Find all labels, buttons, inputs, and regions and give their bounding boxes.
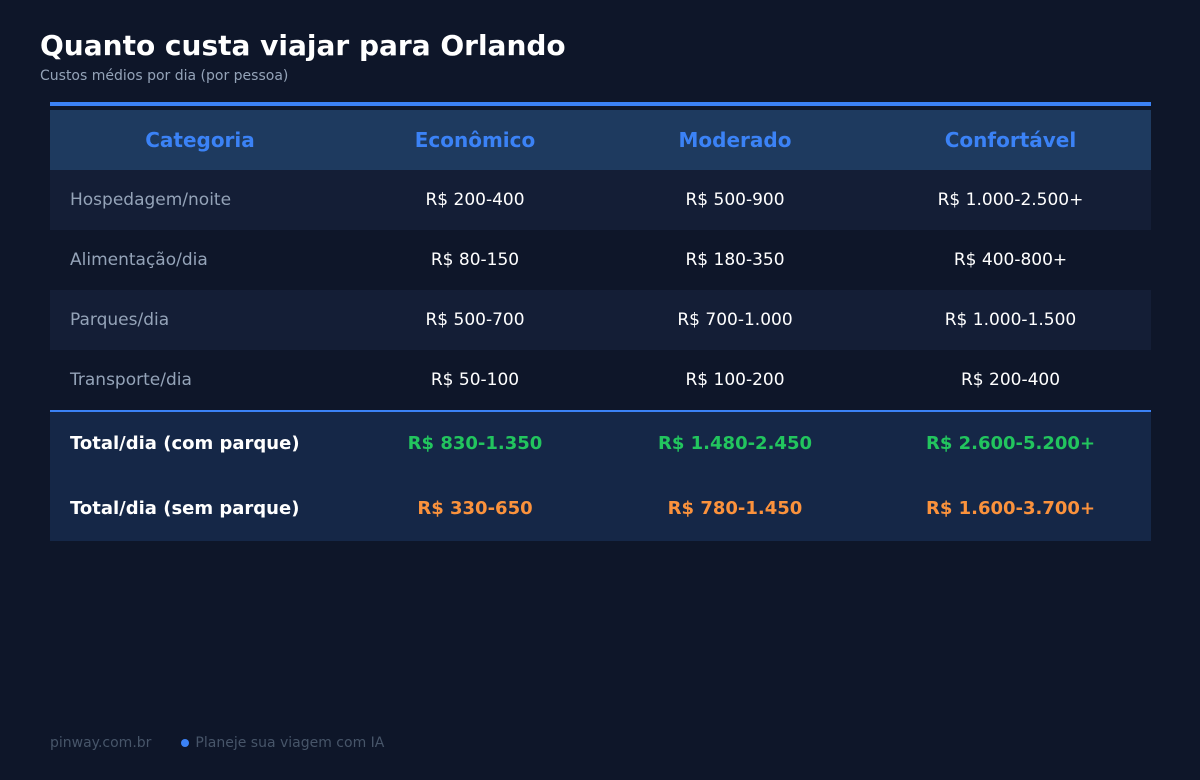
- total-label: Total/dia (com parque): [50, 410, 350, 475]
- cell-moderado: R$ 500-900: [685, 190, 785, 210]
- cell-moderado: R$ 700-1.000: [677, 310, 793, 330]
- cell-confortavel: R$ 1.000-1.500: [944, 310, 1077, 330]
- row-category: Alimentação/dia: [70, 250, 208, 270]
- cell-confortavel: R$ 1.000-2.500+: [937, 190, 1084, 210]
- row-category: Parques/dia: [70, 310, 170, 330]
- cell-economico: R$ 200-400: [425, 190, 525, 210]
- column-header-confortavel: Confortável: [944, 128, 1077, 152]
- total-economico: R$ 830-1.350: [350, 410, 600, 475]
- cell-confortavel: R$ 200-400: [960, 370, 1061, 390]
- table-row: Transporte/dia R$ 50-100 R$ 100-200 R$ 2…: [50, 350, 1151, 411]
- cell-moderado: R$ 180-350: [685, 250, 785, 270]
- column-header-categoria: Categoria: [145, 128, 255, 152]
- row-category: Transporte/dia: [70, 370, 192, 390]
- total-economico: R$ 330-650: [417, 497, 533, 519]
- total-row-with-park: Total/dia (com parque) R$ 830-1.350 R$ 1…: [50, 410, 1151, 475]
- total-label: Total/dia (sem parque): [70, 497, 300, 519]
- cell-economico: R$ 80-150: [430, 250, 520, 270]
- table-row: Parques/dia R$ 500-700 R$ 700-1.000 R$ 1…: [50, 290, 1151, 350]
- table-row: Alimentação/dia R$ 80-150 R$ 180-350 R$ …: [50, 230, 1151, 290]
- bullet-dot-icon: [181, 739, 190, 747]
- footer: pinway.com.br Planeje sua viagem com IA: [50, 734, 384, 752]
- cell-confortavel: R$ 400-800+: [953, 250, 1068, 270]
- accent-bar: [50, 102, 1151, 106]
- table-header-row: Categoria Econômico Moderado Confortável: [50, 110, 1151, 170]
- footer-tagline: Planeje sua viagem com IA: [195, 735, 385, 751]
- cell-economico: R$ 500-700: [425, 310, 525, 330]
- column-header-economico: Econômico: [414, 128, 536, 152]
- cell-moderado: R$ 100-200: [685, 370, 785, 390]
- total-row-without-park: Total/dia (sem parque) R$ 330-650 R$ 780…: [50, 475, 1151, 541]
- footer-site: pinway.com.br: [50, 735, 152, 751]
- cost-table: Categoria Econômico Moderado Confortável…: [50, 110, 1151, 541]
- total-confortavel: R$ 1.600-3.700+: [925, 497, 1096, 519]
- column-header-moderado: Moderado: [678, 128, 792, 152]
- row-category: Hospedagem/noite: [70, 190, 232, 210]
- page-title: Quanto custa viajar para Orlando: [40, 29, 566, 62]
- total-moderado: R$ 780-1.450: [667, 497, 803, 519]
- cell-economico: R$ 50-100: [430, 370, 520, 390]
- total-confortavel: R$ 2.600-5.200+: [870, 410, 1151, 475]
- page-subtitle: Custos médios por dia (por pessoa): [40, 68, 289, 84]
- total-moderado: R$ 1.480-2.450: [600, 410, 870, 475]
- table-row: Hospedagem/noite R$ 200-400 R$ 500-900 R…: [50, 170, 1151, 230]
